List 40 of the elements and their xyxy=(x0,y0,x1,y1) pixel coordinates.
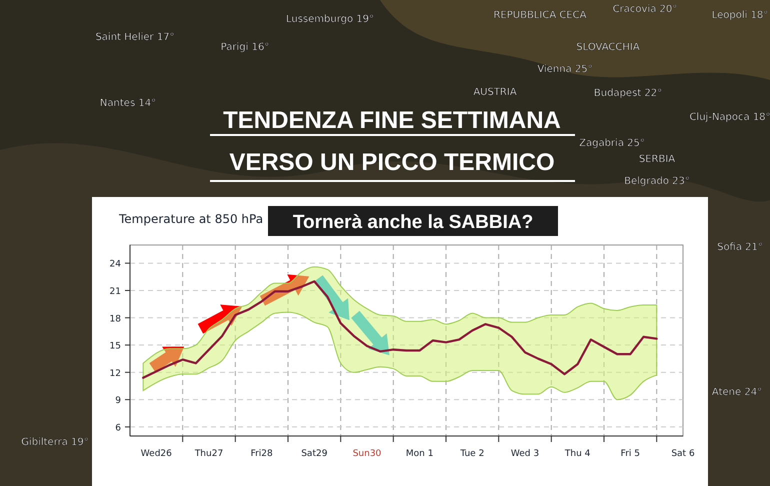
x-tick-label: Mon 1 xyxy=(406,449,434,459)
text: Saint Helier 17° xyxy=(95,32,175,43)
text: Cluj-Napoca 18° xyxy=(689,112,770,123)
text: Nantes 14° xyxy=(100,98,156,109)
text: VERSO UN PICCO TERMICO xyxy=(229,149,555,176)
x-tick-label: Fri28 xyxy=(250,449,274,459)
text: Leopoli 18° xyxy=(712,10,768,21)
text: Cracovia 20° xyxy=(612,4,678,15)
x-tick-label: Wed 3 xyxy=(510,449,540,459)
x-tick-label: Sat29 xyxy=(301,449,328,459)
y-tick-label: 12 xyxy=(110,368,121,379)
text: REPUBBLICA CECA xyxy=(494,10,587,21)
chart-subtitle: Tornerà anche la SABBIA? xyxy=(292,212,534,233)
x-tick-label: Sun30 xyxy=(352,449,382,459)
y-tick-label: 9 xyxy=(115,396,122,406)
x-tick-label: Wed26 xyxy=(140,449,172,459)
text: Parigi 16° xyxy=(220,42,270,53)
x-tick-label: Thu 4 xyxy=(564,449,591,459)
x-tick-label: Thu27 xyxy=(194,449,224,459)
text: Vienna 25° xyxy=(537,64,593,75)
y-tick-label: 18 xyxy=(110,314,122,324)
text: Belgrado 23° xyxy=(624,176,690,187)
y-tick-label: 24 xyxy=(110,260,122,270)
y-tick-label: 21 xyxy=(110,286,121,297)
text: Zagabria 25° xyxy=(579,138,645,149)
y-tick-label: 15 xyxy=(110,342,121,352)
x-tick-label: Tue 2 xyxy=(459,449,484,459)
text: Budapest 22° xyxy=(594,88,662,99)
text: TENDENZA FINE SETTIMANA xyxy=(223,107,561,134)
y-tick-label: 6 xyxy=(115,423,122,434)
text: AUSTRIA xyxy=(473,87,517,98)
chart-title: Temperature at 850 hPa xyxy=(118,212,264,226)
x-tick-label: Fri 5 xyxy=(620,449,640,459)
x-tick-label: Sat 6 xyxy=(671,449,695,459)
text: Gibilterra 19° xyxy=(21,437,89,448)
text: Sofia 21° xyxy=(717,242,763,253)
text: Lussemburgo 19° xyxy=(286,14,374,25)
text: SERBIA xyxy=(638,154,676,165)
text: SLOVACCHIA xyxy=(576,42,640,53)
text: Atene 24° xyxy=(712,387,762,398)
